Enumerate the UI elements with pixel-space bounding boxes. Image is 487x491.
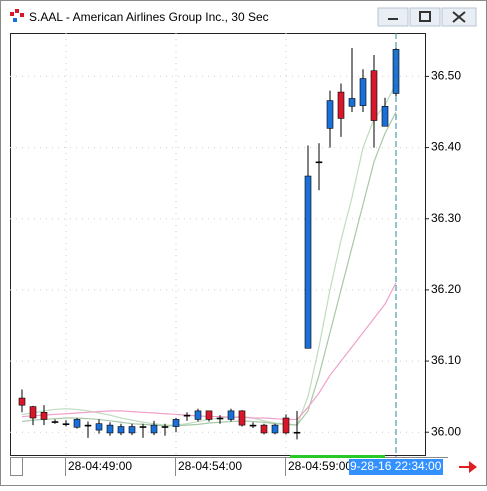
candle-body: [337, 91, 345, 119]
x-tick-label: 28-04:54:00: [178, 459, 242, 473]
candle-body: [282, 417, 290, 434]
y-tick-label: 36.50: [431, 69, 461, 83]
y-tick-label: 36.10: [431, 353, 461, 367]
candle-body: [194, 410, 202, 420]
candle-body: [40, 412, 48, 420]
x-tick-label: 28-04:59:00: [288, 459, 352, 473]
plot-frame: [10, 33, 426, 456]
scroll-arrow[interactable]: [459, 461, 477, 473]
app-icon: [10, 9, 24, 22]
session-bar: [290, 455, 385, 458]
candle-body: [315, 161, 323, 164]
candle-body: [161, 426, 169, 428]
candle-body: [326, 100, 334, 129]
minimize-button[interactable]: [377, 7, 409, 27]
candle-body: [205, 410, 213, 420]
cursor-label: 9-28-16 22:34:00: [350, 459, 442, 473]
candle-body: [51, 421, 59, 423]
candle-body: [117, 426, 125, 434]
candle-body: [183, 414, 191, 417]
candle-body: [348, 98, 356, 107]
window-title: S.AAL - American Airlines Group Inc., 30…: [29, 10, 269, 24]
candle-body: [216, 417, 224, 420]
candle-body: [84, 424, 92, 427]
candle-body: [249, 424, 257, 427]
axis-corner-box: [10, 457, 23, 476]
candle-body: [150, 424, 158, 434]
candle-body: [18, 397, 26, 406]
candle-body: [304, 175, 312, 349]
close-button[interactable]: [441, 7, 477, 27]
y-tick-label: 36.20: [431, 282, 461, 296]
candle-body: [29, 406, 37, 419]
candle-body: [271, 424, 279, 434]
candle-body: [73, 419, 81, 428]
moving-average-line: [21, 111, 397, 427]
cursor-label-box: [349, 459, 443, 475]
candle-body: [128, 426, 136, 434]
candle-body: [95, 423, 103, 431]
candle-body: [293, 431, 301, 434]
y-tick-label: 36.40: [431, 140, 461, 154]
x-tick-label: 28-04:49:00: [68, 459, 132, 473]
candle-body: [139, 426, 147, 428]
candle-body: [238, 410, 246, 426]
candle-body: [359, 78, 367, 106]
plot: 36.00 36.10 36.20 36.30 36.40 36.50 28-04:49:0…: [10, 33, 461, 476]
candle-body: [62, 423, 70, 425]
candle-body: [260, 424, 268, 434]
y-tick-label: 36.00: [431, 424, 461, 438]
candle-body: [381, 105, 389, 127]
candle-body: [172, 419, 180, 427]
chart-background: [1, 31, 486, 485]
maximize-button[interactable]: [409, 7, 441, 27]
candle-body: [227, 410, 235, 420]
y-tick-label: 36.30: [431, 211, 461, 225]
candle-body: [370, 70, 378, 121]
candle-body: [106, 424, 114, 434]
